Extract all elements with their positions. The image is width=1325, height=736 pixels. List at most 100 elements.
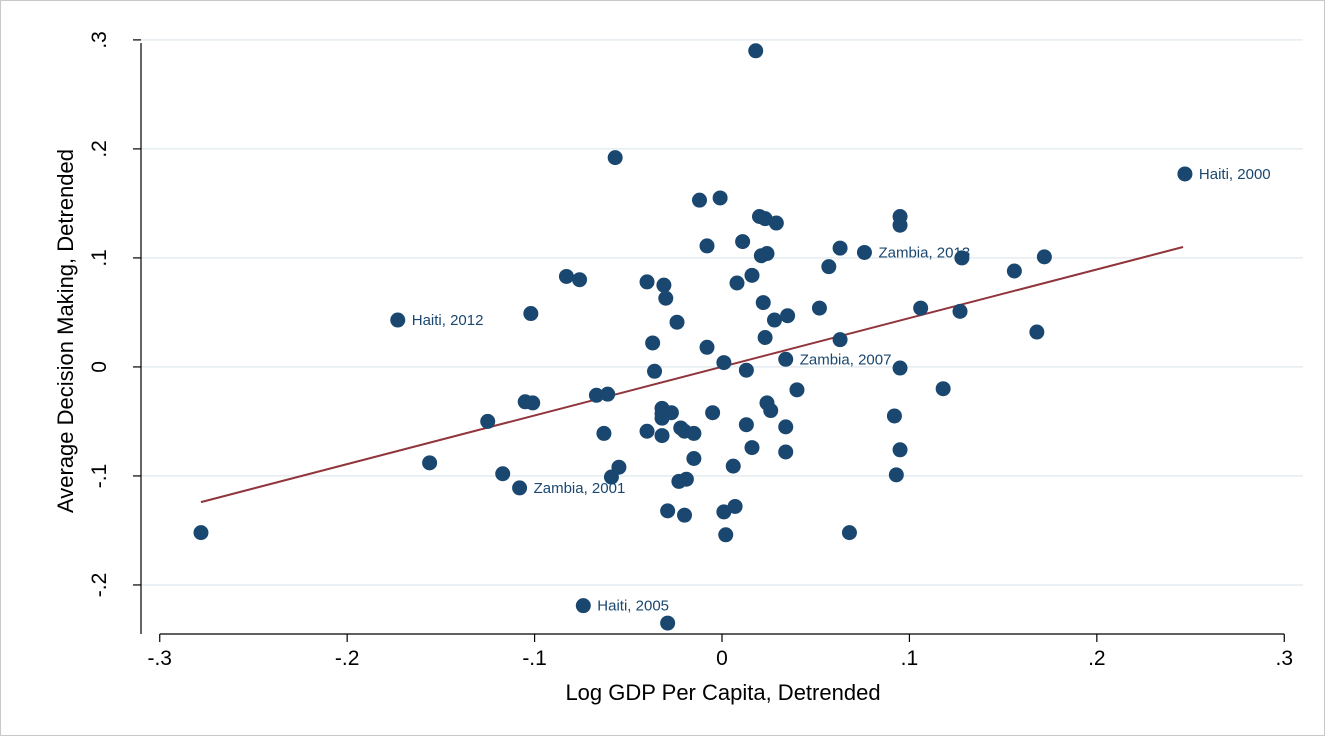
x-tick-label: .3 <box>1276 647 1294 670</box>
point-label: Haiti, 2012 <box>412 312 484 329</box>
data-point <box>718 527 734 543</box>
data-point <box>763 403 779 419</box>
x-tick-label: .1 <box>901 647 919 670</box>
data-point <box>789 382 805 398</box>
data-point <box>1036 249 1052 265</box>
data-point <box>729 275 745 291</box>
data-point <box>525 395 541 411</box>
data-point <box>886 408 902 424</box>
data-point <box>832 240 848 256</box>
data-point <box>645 335 661 351</box>
data-point <box>607 150 623 166</box>
data-point <box>712 190 728 206</box>
x-tick-label: -.1 <box>522 647 547 670</box>
data-point <box>841 525 857 541</box>
data-point <box>1029 324 1045 340</box>
data-point <box>671 473 687 489</box>
data-point <box>766 312 782 328</box>
data-point <box>755 295 771 311</box>
data-point <box>1177 166 1193 182</box>
data-point <box>390 312 406 328</box>
x-axis-label: Log GDP Per Capita, Detrended <box>565 680 880 705</box>
data-point <box>856 244 872 260</box>
data-point <box>658 290 674 306</box>
data-point <box>669 314 685 330</box>
data-point <box>811 300 827 316</box>
point-label: Zambia, 2001 <box>534 480 626 497</box>
x-tick-label: .2 <box>1088 647 1106 670</box>
data-point <box>495 466 511 482</box>
y-axis-label: Average Decision Making, Detrended <box>53 149 78 513</box>
data-point <box>575 598 591 614</box>
data-point <box>639 274 655 290</box>
data-point <box>523 306 539 322</box>
data-point <box>422 455 438 471</box>
point-label: Zambia, 2013 <box>878 244 970 261</box>
data-point <box>647 363 663 379</box>
data-point <box>596 425 612 441</box>
data-point <box>677 507 693 523</box>
point-labels: Haiti, 2000 Zambia, 2013 Haiti, 2012 Zambia… <box>412 166 1271 615</box>
data-point <box>954 250 970 266</box>
data-point <box>692 192 708 208</box>
data-point <box>935 381 951 397</box>
data-point <box>588 387 604 403</box>
data-point <box>686 450 702 466</box>
data-point <box>686 425 702 441</box>
data-point <box>572 272 588 288</box>
data-point <box>660 615 676 631</box>
data-point <box>512 480 528 496</box>
data-point <box>558 268 574 284</box>
data-point <box>699 339 715 355</box>
y-tick-label: .3 <box>88 31 111 49</box>
data-point <box>716 504 732 520</box>
data-points <box>193 43 1193 631</box>
y-tick-label: 0 <box>88 361 111 373</box>
fit-line-group <box>200 246 1184 504</box>
data-point <box>892 442 908 458</box>
x-tick-label: -.3 <box>147 647 172 670</box>
data-point <box>600 386 616 402</box>
data-point <box>952 303 968 319</box>
x-tick-label: -.2 <box>335 647 360 670</box>
data-point <box>738 362 754 378</box>
y-tick-label: -.2 <box>88 573 111 598</box>
point-label: Haiti, 2000 <box>1199 166 1271 183</box>
data-point <box>888 467 904 483</box>
point-label: Zambia, 2007 <box>800 351 892 368</box>
data-point <box>757 329 773 345</box>
data-point <box>639 423 655 439</box>
data-point <box>735 234 751 250</box>
data-point <box>193 525 209 541</box>
data-point <box>778 351 794 367</box>
data-point <box>832 332 848 348</box>
x-tick-label: 0 <box>716 647 728 670</box>
data-point <box>656 277 672 293</box>
data-point <box>757 211 773 227</box>
data-point <box>716 355 732 371</box>
data-point <box>778 444 794 460</box>
axes: -.2 -.1 0 .1 .2 .3 -.3 -.2 -.1 0 .1 .2 .3 <box>88 31 1293 670</box>
fit-line <box>200 246 1184 504</box>
y-tick-label: .2 <box>88 140 111 158</box>
data-point <box>913 300 929 316</box>
data-point <box>480 413 496 429</box>
data-point <box>892 360 908 376</box>
point-label: Haiti, 2005 <box>597 598 669 615</box>
data-point <box>759 246 775 262</box>
data-point <box>778 419 794 435</box>
data-point <box>780 308 796 324</box>
data-point <box>725 458 741 474</box>
data-point <box>744 440 760 456</box>
data-point <box>738 417 754 433</box>
y-tick-label: -.1 <box>88 464 111 489</box>
data-point <box>654 410 670 426</box>
data-point <box>821 259 837 275</box>
data-point <box>603 469 619 485</box>
grid-lines <box>141 39 1303 586</box>
data-point <box>699 238 715 254</box>
data-point <box>1006 263 1022 279</box>
data-point <box>660 503 676 519</box>
